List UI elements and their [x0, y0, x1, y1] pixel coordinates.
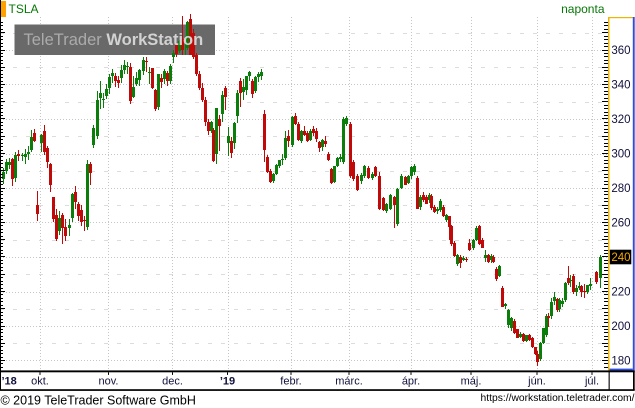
svg-text:260: 260	[611, 218, 630, 230]
svg-text:dec.: dec.	[162, 375, 183, 387]
svg-text:300: 300	[611, 149, 630, 161]
svg-text:340: 340	[611, 80, 630, 92]
svg-text:220: 220	[611, 287, 630, 299]
svg-text:ápr.: ápr.	[402, 375, 420, 387]
svg-text:márc.: márc.	[335, 375, 363, 387]
svg-text:https://workstation.teletrader: https://workstation.teletrader.com/	[481, 393, 635, 404]
svg-text:180: 180	[611, 356, 630, 368]
svg-text:© 2019 TeleTrader Software Gmb: © 2019 TeleTrader Software GmbH	[1, 394, 196, 408]
svg-text:200: 200	[611, 321, 630, 333]
svg-text:’18: ’18	[2, 375, 17, 387]
svg-text:TeleTrader WorkStation: TeleTrader WorkStation	[24, 31, 204, 49]
svg-text:máj.: máj.	[461, 375, 482, 387]
svg-text:320: 320	[611, 114, 630, 126]
svg-text:jún.: jún.	[527, 375, 546, 387]
svg-text:360: 360	[611, 45, 630, 57]
svg-text:okt.: okt.	[31, 375, 49, 387]
svg-text:febr.: febr.	[280, 375, 301, 387]
svg-text:TSLA: TSLA	[9, 2, 39, 16]
svg-text:280: 280	[611, 183, 630, 195]
svg-text:naponta: naponta	[561, 2, 605, 16]
svg-text:júl.: júl.	[584, 375, 599, 387]
svg-text:240: 240	[611, 252, 630, 264]
svg-text:nov.: nov.	[99, 375, 119, 387]
svg-text:’19: ’19	[220, 375, 235, 387]
